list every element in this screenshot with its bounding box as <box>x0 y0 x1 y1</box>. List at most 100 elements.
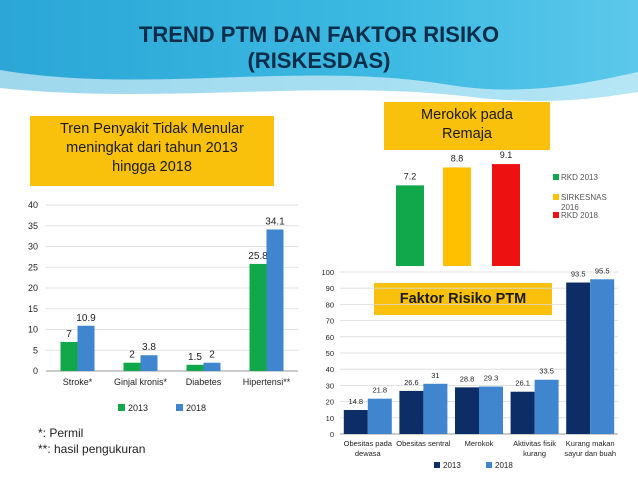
risk-x-tick-label: Aktivitas fisik <box>513 439 556 448</box>
risk-data-label: 26.1 <box>515 379 530 388</box>
ptm-data-label: 3.8 <box>142 342 156 353</box>
ptm-legend-label: 2018 <box>186 403 206 413</box>
merokok-legend-swatch <box>553 194 559 200</box>
ptm-legend-label: 2013 <box>128 403 148 413</box>
merokok-bar <box>443 167 471 266</box>
ptm-data-label: 1.5 <box>188 352 202 363</box>
footnotes: *: Permil **: hasil pengukuran <box>38 425 145 457</box>
risk-legend-label: 2018 <box>495 461 513 470</box>
ptm-x-tick-label: Diabetes <box>186 377 222 387</box>
ptm-y-tick-label: 35 <box>28 221 38 231</box>
merokok-legend-label: 2016 <box>561 203 579 212</box>
risk-bar-2013 <box>455 387 479 434</box>
ptm-callout-line1: Tren Penyakit Tidak Menular <box>59 121 245 137</box>
ptm-legend-swatch <box>118 404 125 411</box>
risk-y-tick-label: 80 <box>326 300 334 309</box>
ptm-trend-callout: Tren Penyakit Tidak Menular meningkat da… <box>30 116 274 186</box>
page-title-line1: TREND PTM DAN FAKTOR RISIKO <box>138 22 500 47</box>
ptm-bar-2013 <box>249 263 267 371</box>
risk-data-label: 93.5 <box>571 270 586 279</box>
ptm-y-tick-label: 0 <box>33 366 38 376</box>
ptm-x-tick-label: Stroke* <box>63 377 93 387</box>
ptm-callout-line2: meningkat dari tahun 2013 <box>66 140 238 156</box>
merokok-data-label: 8.8 <box>451 153 464 163</box>
risk-bar-2013 <box>399 390 424 434</box>
risk-data-label: 21.8 <box>372 386 387 395</box>
ptm-y-tick-label: 40 <box>28 200 38 210</box>
ptm-y-tick-label: 5 <box>33 345 38 355</box>
risk-x-tick-label: Obesitas pada <box>344 439 393 448</box>
merokok-bar <box>492 164 520 266</box>
ptm-bar-2013 <box>123 362 141 371</box>
risk-y-tick-label: 70 <box>326 317 334 326</box>
page-title-line2: (RISKESDAS) <box>247 48 391 73</box>
ptm-data-label: 7 <box>66 329 72 340</box>
risk-y-tick-label: 30 <box>326 381 334 390</box>
ptm-data-label: 2 <box>209 350 215 361</box>
ptm-y-tick-label: 10 <box>28 325 38 335</box>
risk-data-label: 28.8 <box>460 374 475 383</box>
merokok-callout-line2: Remaja <box>442 126 492 142</box>
risk-x-tick-label: Obesitas sentral <box>396 439 451 448</box>
ptm-bar-2018 <box>140 355 158 371</box>
risk-data-label: 31 <box>431 371 439 380</box>
merokok-legend-label: RKD 2013 <box>561 173 598 182</box>
ptm-y-tick-label: 30 <box>28 242 38 252</box>
footnote-permil: *: Permil <box>38 426 84 440</box>
footnote-pengukuran: **: hasil pengukuran <box>38 442 146 456</box>
merokok-remaja-callout: Merokok pada Remaja <box>384 102 550 150</box>
ptm-data-label: 25.8 <box>248 251 268 262</box>
risk-y-tick-label: 100 <box>321 268 334 277</box>
merokok-legend-label: RKD 2018 <box>561 211 598 220</box>
ptm-bar-2018 <box>203 362 221 371</box>
risk-bar-2018 <box>423 383 448 434</box>
risk-legend-swatch <box>486 462 492 468</box>
risk-x-tick-label: kurang <box>523 449 546 458</box>
risk-bar-2018 <box>590 279 615 434</box>
ptm-y-tick-label: 20 <box>28 283 38 293</box>
risk-bar-2018 <box>534 379 559 434</box>
ptm-legend-swatch <box>176 404 183 411</box>
risk-bar-2013 <box>343 410 368 434</box>
merokok-data-label: 7.2 <box>404 171 417 181</box>
risk-bar-2013 <box>510 391 535 434</box>
merokok-bar <box>396 185 424 266</box>
ptm-callout-line3: hingga 2018 <box>112 159 192 175</box>
risk-data-label: 14.8 <box>348 397 363 406</box>
risk-y-tick-label: 90 <box>326 284 334 293</box>
merokok-legend-swatch <box>553 174 559 180</box>
risk-bar-2018 <box>479 386 503 434</box>
ptm-bar-2013 <box>60 341 78 371</box>
ptm-data-label: 2 <box>129 350 135 361</box>
risk-x-tick-label: Merokok <box>465 439 494 448</box>
merokok-legend-label: SIRKESNAS <box>561 193 607 202</box>
ptm-data-label: 10.9 <box>76 313 96 324</box>
risk-y-tick-label: 10 <box>326 414 334 423</box>
risk-data-label: 95.5 <box>595 266 610 275</box>
risk-x-tick-label: Kurang makan <box>566 439 615 448</box>
merokok-callout-line1: Merokok pada <box>421 107 513 123</box>
ptm-bar-2018 <box>266 229 284 371</box>
risk-bar-2018 <box>367 398 392 434</box>
ptm-bar-2018 <box>77 325 95 371</box>
risk-legend-label: 2013 <box>443 461 461 470</box>
ptm-bar-2013 <box>186 364 204 371</box>
risk-data-label: 29.3 <box>484 374 499 383</box>
risk-legend-swatch <box>434 462 440 468</box>
risk-y-tick-label: 60 <box>326 333 334 342</box>
risk-data-label: 26.6 <box>404 378 419 387</box>
risk-y-tick-label: 20 <box>326 398 334 407</box>
merokok-legend-swatch <box>553 212 559 218</box>
risk-data-label: 33.5 <box>539 367 554 376</box>
ptm-y-tick-label: 25 <box>28 262 38 272</box>
ptm-y-tick-label: 15 <box>28 304 38 314</box>
merokok-data-label: 9.1 <box>500 150 513 160</box>
risk-x-tick-label: sayur dan buah <box>564 449 616 458</box>
risk-x-tick-label: dewasa <box>355 449 382 458</box>
ptm-x-tick-label: Hipertensi** <box>243 377 291 387</box>
ptm-data-label: 34.1 <box>265 216 285 227</box>
page-title: TREND PTM DAN FAKTOR RISIKO (RISKESDAS) <box>0 22 638 74</box>
risk-y-tick-label: 0 <box>330 430 334 439</box>
risk-y-tick-label: 50 <box>326 349 334 358</box>
